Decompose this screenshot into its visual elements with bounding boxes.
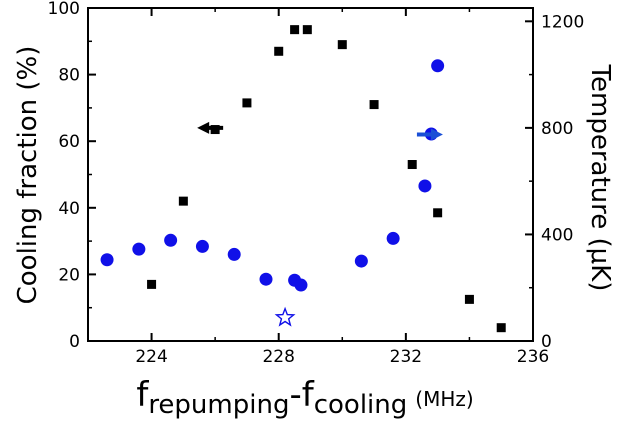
y-left-tick-label: 40 (58, 199, 80, 219)
y-left-tick-label: 20 (58, 265, 80, 285)
y-left-tick-label: 100 (48, 0, 80, 19)
y-right-tick-label: 1200 (541, 12, 584, 32)
data-point-square (178, 196, 188, 206)
data-point-star (274, 306, 296, 327)
x-axis-title-unit: (MHz) (415, 387, 473, 411)
data-point-square (369, 100, 379, 110)
plot-area-border (87, 7, 534, 342)
data-point-square (433, 208, 443, 218)
data-point-square (464, 294, 474, 304)
data-point-square (337, 40, 347, 50)
data-point-square (496, 323, 506, 333)
data-point-circle (195, 239, 209, 253)
data-point-circle (386, 231, 400, 245)
x-axis-title-f2: f (302, 375, 315, 415)
y-left-axis-title: Cooling fraction (%) (13, 46, 43, 305)
arrow-left-head (197, 121, 210, 134)
data-point-square (274, 46, 284, 56)
y-left-tick-label: 60 (58, 132, 80, 152)
y-left-tick-label: 0 (69, 332, 80, 352)
data-point-square (290, 25, 300, 35)
annotations (197, 121, 443, 141)
x-tick-label: 224 (135, 347, 167, 367)
x-tick-label: 236 (517, 347, 549, 367)
data-point-circle (164, 233, 178, 247)
y-left-tick-label: 80 (58, 66, 80, 86)
data-point-circle (431, 59, 445, 73)
y-right-tick-label: 0 (541, 332, 552, 352)
data-point-circle (132, 242, 146, 256)
data-points (100, 25, 506, 333)
x-tick-label: 228 (262, 347, 294, 367)
y-right-axis-title: Temperature (μK) (585, 64, 615, 292)
x-axis-title-dash: - (289, 375, 301, 415)
data-point-circle (354, 254, 368, 268)
y-right-tick-label: 800 (541, 119, 573, 139)
x-axis-title-sub2: cooling (314, 390, 408, 420)
x-tick-label: 232 (390, 347, 422, 367)
data-point-circle (418, 179, 432, 193)
x-axis-title-sub1: repumping (148, 390, 289, 420)
plot-frame (87, 7, 534, 342)
x-axis-title: frepumping-fcooling (MHz) (136, 375, 473, 420)
data-point-circle (259, 272, 273, 286)
x-axis-title-f1: f (136, 375, 149, 415)
data-point-circle (100, 253, 114, 267)
data-point-circle (227, 247, 241, 261)
data-point-square (407, 160, 417, 170)
data-point-circle (294, 278, 308, 292)
data-point-square (147, 279, 157, 289)
y-right-tick-label: 400 (541, 225, 573, 245)
arrow-right-head (430, 128, 443, 141)
data-point-square (302, 25, 312, 35)
data-point-square (242, 98, 252, 108)
